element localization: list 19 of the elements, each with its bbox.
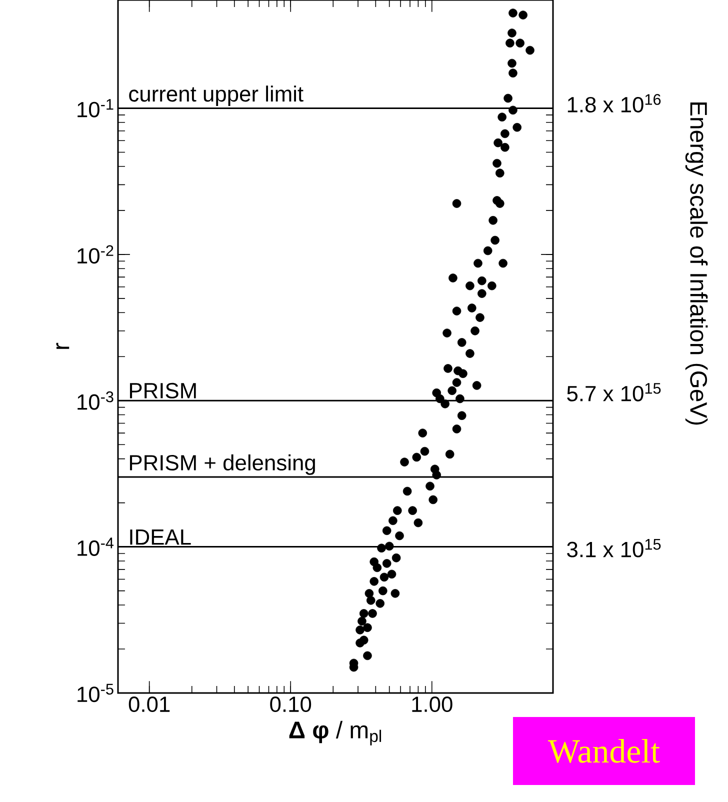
ref-line-label: PRISM	[130, 382, 196, 398]
x-tick-label: 0.01	[128, 696, 170, 712]
text: Wandelt	[548, 738, 660, 764]
y-axis-title: r	[56, 342, 70, 349]
y-tick-label: 10$^{-2}$	[78, 245, 114, 264]
text: 5.7 x 10$^{15}$	[567, 383, 661, 402]
x-tick-label: 0.10	[270, 696, 312, 712]
x-tick-label: 1.00	[412, 696, 452, 712]
ref-line-label: current upper limit	[129, 86, 304, 106]
ref-line-label: PRISM + delensing	[130, 454, 315, 475]
y-tick-label: 10$^{-1}$	[78, 99, 114, 118]
y-tick-label: 10$^{-5}$	[78, 684, 114, 702]
y-tick-label: 10$^{-3}$	[78, 391, 114, 410]
y-tick-label: 10$^{-4}$	[78, 538, 114, 556]
ref-line-label: IDEAL	[130, 530, 191, 545]
x-axis-title: Δ φ / m$_{pl}$	[289, 720, 382, 746]
text: 1.8 x 10$^{16}$	[568, 94, 661, 112]
text: Energy scale of Inflation (GeV)	[685, 102, 708, 425]
text: 3.1 x 10$^{15}$	[567, 539, 661, 558]
